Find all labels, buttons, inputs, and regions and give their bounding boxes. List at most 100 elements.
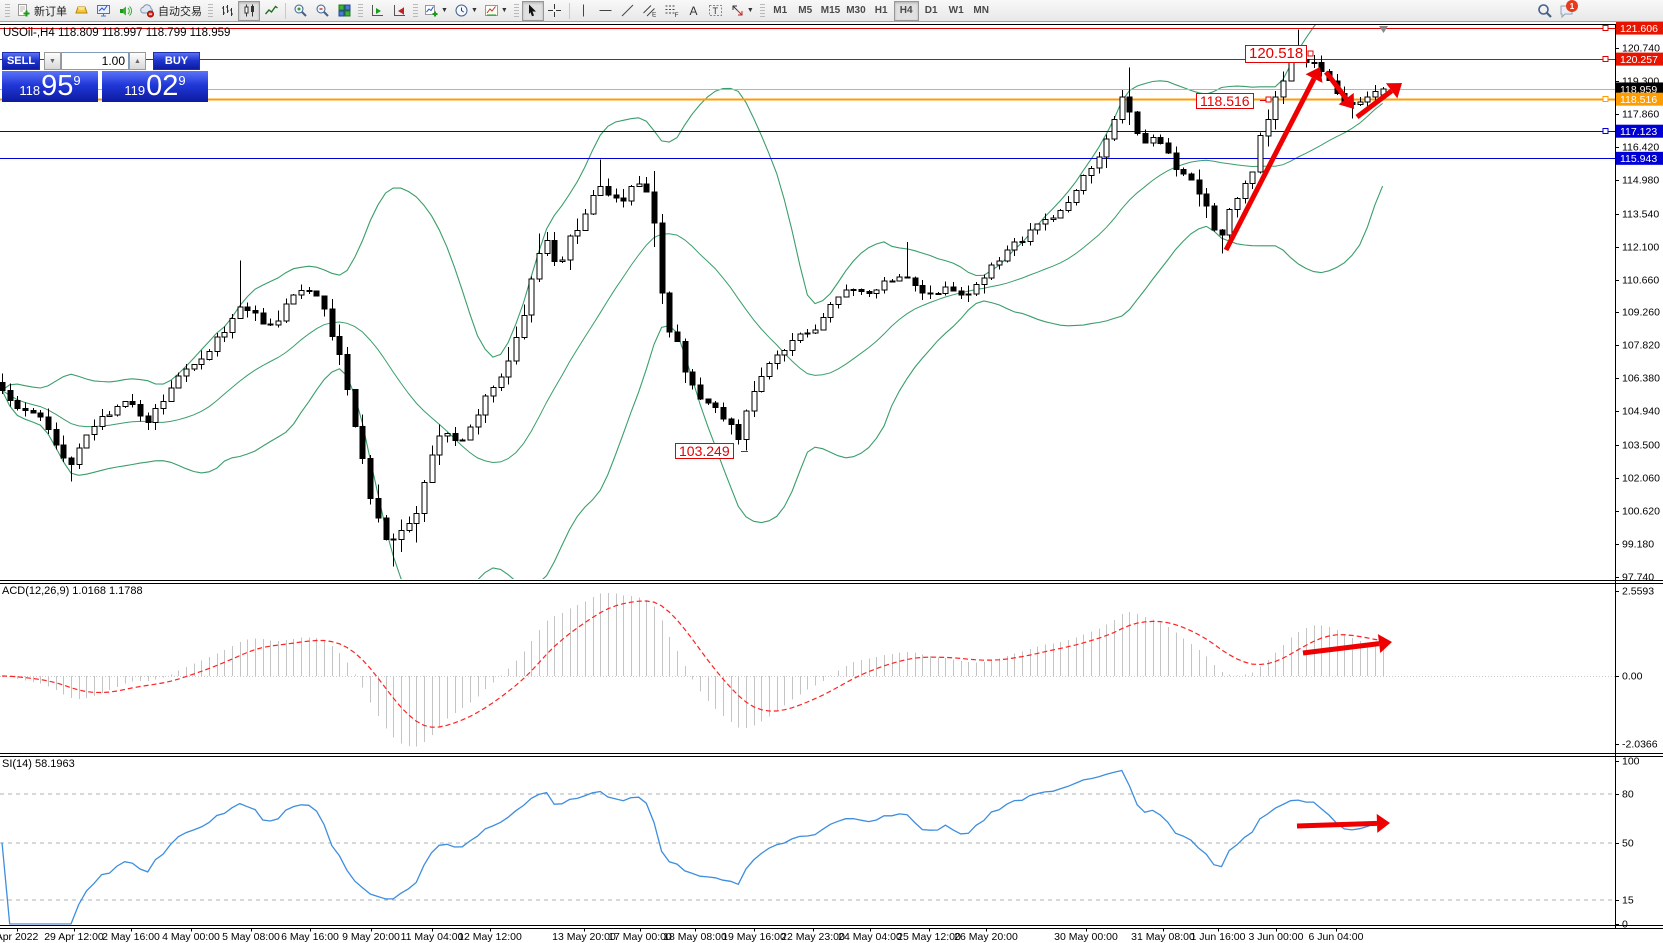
volume-down-button[interactable]: ▼ (44, 52, 61, 70)
indicators-button[interactable]: ▼ (421, 1, 451, 21)
dropdown-arrow-icon: ▼ (441, 7, 448, 14)
timeframe-d1-button[interactable]: D1 (919, 1, 944, 21)
annotation-price-103249[interactable]: 103.249 (675, 443, 734, 459)
sell-button[interactable]: SELL (2, 52, 40, 70)
toolbar-separator (568, 2, 570, 19)
date-tick-label: 29 Apr 12:00 (44, 931, 104, 943)
search-button[interactable] (1534, 1, 1556, 21)
sell-price-panel[interactable]: 118 95 9 (2, 71, 98, 102)
date-tick-label: 3 Jun 00:00 (1249, 931, 1304, 943)
timeframe-w1-button[interactable]: W1 (944, 1, 969, 21)
timeframe-m5-button[interactable]: M5 (793, 1, 818, 21)
trend-arrow-head (1338, 92, 1354, 109)
text-label-button[interactable]: T (705, 1, 727, 21)
search-icon (1538, 4, 1552, 18)
hline-handle[interactable] (1602, 96, 1609, 102)
annotation-price-118516[interactable]: 118.516 (1196, 93, 1254, 109)
toolbar: 新订单 自动交易 (0, 0, 1663, 22)
crosshair-button[interactable] (544, 1, 566, 21)
price-tick-label: 103.500 (1622, 440, 1660, 452)
toolbar-grip[interactable] (413, 3, 418, 18)
periods-button[interactable]: ▼ (451, 1, 481, 21)
zoom-in-button[interactable] (289, 1, 311, 21)
trend-arrow[interactable] (1223, 77, 1317, 252)
trend-arrow-head (1385, 83, 1402, 99)
trend-arrow[interactable] (1355, 88, 1394, 119)
price-badge-115.943 (1616, 151, 1663, 165)
date-tick-label: 22 May 23:00 (781, 931, 845, 943)
rsi-line (1, 769, 1383, 925)
date-tick-label: 18 May 08:00 (663, 931, 727, 943)
notifications-button[interactable]: 1 (1556, 0, 1579, 21)
annotation-price-120518[interactable]: 120.518 (1245, 45, 1308, 63)
timeframe-m1-button[interactable]: M1 (768, 1, 793, 21)
candlestick-chart-icon (244, 4, 254, 17)
toolbar-grip[interactable] (5, 3, 10, 18)
sell-price-main: 95 (41, 70, 74, 102)
candlestick-chart-button[interactable] (238, 0, 260, 21)
rsi-tick-label: 100 (1622, 756, 1640, 768)
fibonacci-button[interactable]: F (661, 1, 683, 21)
equidistant-channel-button[interactable]: E (639, 1, 661, 21)
buy-price-panel[interactable]: 119 02 9 (102, 71, 208, 102)
toolbar-grip[interactable] (513, 3, 519, 18)
trend-arrow[interactable] (1296, 820, 1378, 829)
trend-arrow[interactable] (1302, 641, 1380, 656)
market-watch-button[interactable] (70, 1, 92, 21)
data-window-button[interactable] (92, 1, 114, 21)
toolbar-grip[interactable] (759, 3, 765, 18)
annotation-handle (1307, 50, 1314, 57)
date-tick-label: 13 May 20:00 (552, 931, 616, 943)
line-chart-button[interactable] (260, 1, 282, 21)
text-button[interactable]: A (683, 1, 705, 21)
hline-handle[interactable] (1602, 25, 1609, 31)
date-tick-label: 5 May 08:00 (222, 931, 280, 943)
price-tick-label: 109.260 (1622, 307, 1660, 319)
timeframe-m15-button[interactable]: M15 (818, 1, 843, 21)
rsi-tick-label: 0 (1622, 919, 1628, 931)
toolbar-grip[interactable] (208, 3, 213, 18)
autotrading-label: 自动交易 (158, 5, 202, 18)
tile-windows-button[interactable] (333, 1, 355, 21)
volume-input[interactable] (61, 52, 129, 70)
zoom-out-button[interactable] (311, 1, 333, 21)
date-tick-label: Apr 2022 (0, 931, 38, 943)
cursor-button[interactable] (521, 0, 544, 21)
timeframe-mn-button[interactable]: MN (969, 1, 994, 21)
timeframe-h1-button[interactable]: H1 (869, 1, 894, 21)
one-click-trading-widget: SELL ▼ ▲ BUY 118 95 9 119 02 9 (2, 52, 208, 102)
order-prices-row: 118 95 9 119 02 9 (2, 71, 208, 102)
bollinger-middle-band (1, 103, 1383, 464)
price-badge-121.606 (1616, 21, 1663, 35)
svg-text:E: E (652, 12, 657, 19)
clock-icon (455, 4, 468, 17)
auto-scroll-button[interactable] (366, 1, 388, 21)
toolbar-grip[interactable] (358, 3, 363, 18)
macd-panel[interactable] (0, 593, 1615, 747)
horizontal-line-button[interactable] (595, 1, 617, 21)
hline-handle[interactable] (1602, 128, 1609, 134)
trend-arrow[interactable] (1324, 70, 1349, 101)
alerts-button[interactable] (114, 1, 136, 21)
chart-shift-marker[interactable] (1379, 26, 1388, 33)
autotrading-button[interactable]: 自动交易 (136, 1, 205, 21)
chart-shift-button[interactable] (388, 1, 410, 21)
buy-button[interactable]: BUY (153, 52, 200, 70)
trendline-button[interactable] (617, 1, 639, 21)
hline-handle[interactable] (1602, 56, 1609, 62)
price-tick-label: 97.740 (1622, 572, 1654, 584)
rsi-panel[interactable] (0, 769, 1615, 925)
vertical-line-button[interactable] (573, 1, 595, 21)
timeframe-m30-button[interactable]: M30 (843, 1, 868, 21)
new-order-button[interactable]: 新订单 (13, 1, 70, 21)
main-price-panel[interactable] (0, 1, 1615, 619)
timeframe-h4-button[interactable]: H4 (893, 0, 919, 21)
bar-chart-button[interactable] (216, 1, 238, 21)
date-tick-label: 31 May 08:00 (1131, 931, 1195, 943)
volume-up-button[interactable]: ▲ (129, 52, 146, 70)
monitor-icon (96, 5, 110, 17)
arrow-shapes-button[interactable]: ▼ (727, 1, 757, 21)
template-button[interactable]: ▼ (481, 1, 511, 21)
